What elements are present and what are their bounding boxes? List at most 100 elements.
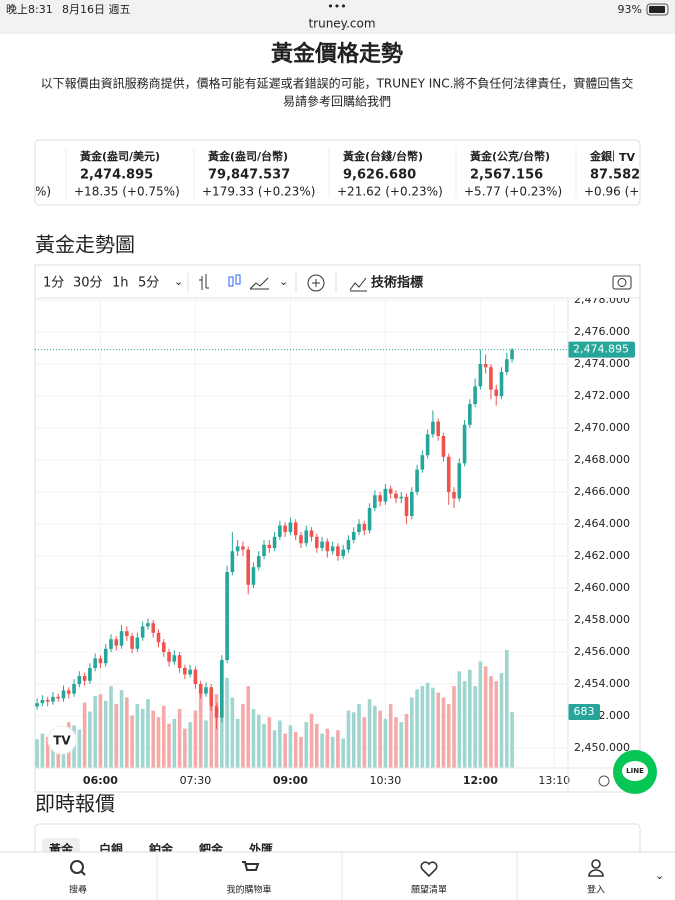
scroll-arrow[interactable]: ⌄	[655, 869, 664, 882]
candle-body	[220, 660, 224, 718]
ticker-name: 黃金(盎司/台幣)	[207, 149, 288, 163]
candle-body	[420, 455, 425, 470]
settings-icon[interactable]	[598, 775, 610, 787]
volume-bar	[204, 720, 208, 768]
y-tick-label: 2,460.000	[574, 581, 630, 594]
bar-icon[interactable]	[199, 274, 209, 290]
interval-button[interactable]: 1分	[43, 276, 64, 291]
candle-body	[309, 530, 314, 537]
volume-bar	[283, 733, 287, 768]
volume-bar	[230, 697, 235, 768]
y-tick-label: 2,478.000	[574, 293, 630, 306]
tv-logo-mark: 𝗧𝗩	[53, 734, 71, 748]
heart-icon[interactable]	[420, 861, 438, 878]
volume-bar	[415, 689, 419, 768]
ticker-name: 黃金(公克/台幣)	[469, 149, 550, 163]
candle-body	[489, 367, 493, 390]
candle-body	[77, 676, 82, 684]
x-tick-label: 13:10	[538, 774, 570, 787]
candle-body	[225, 572, 229, 660]
y-tick-label: 2,450.000	[574, 741, 630, 754]
ticker-price: 9,626.680	[343, 168, 416, 183]
price-axis: 2,450.0002,452.0002,454.0002,456.0002,45…	[574, 293, 630, 754]
candle-body	[40, 700, 45, 704]
tv-badge-mark: 𝗧𝗩	[619, 151, 636, 164]
interval-button[interactable]: 30分	[73, 276, 103, 291]
candle-body	[241, 546, 245, 550]
camera-icon[interactable]	[612, 275, 632, 290]
volume-bar	[256, 714, 261, 768]
volume-bar	[473, 686, 477, 768]
tv-logo[interactable]	[47, 725, 77, 755]
x-tick-label: 07:30	[180, 774, 212, 787]
candle-body	[198, 684, 203, 694]
candle-body	[35, 703, 39, 707]
volume-bar	[225, 677, 229, 768]
volume-bar	[35, 739, 39, 768]
y-tick-label: 2,470.000	[574, 421, 630, 434]
y-tick-label: 2,476.000	[574, 325, 630, 338]
interval-button[interactable]: 5分	[138, 276, 159, 291]
candle-body	[214, 706, 219, 718]
volume-bar	[478, 661, 483, 768]
last-price-tag	[568, 341, 635, 358]
indicator-icon[interactable]	[349, 277, 367, 292]
nav-label[interactable]: 搜尋	[69, 884, 87, 896]
nav-label[interactable]: 願望清單	[411, 884, 447, 896]
volume-bar	[394, 717, 398, 768]
ticker-name: 黃金(盎司/美元)	[79, 149, 160, 163]
y-tick-label: 2,474.000	[574, 357, 630, 370]
volume-bar	[315, 723, 319, 768]
candle-icon[interactable]	[228, 276, 234, 287]
candle-body	[351, 532, 356, 540]
dropdown-arrow[interactable]: ⌄	[174, 275, 183, 288]
candle-body	[415, 469, 419, 492]
candle-body	[431, 421, 435, 435]
volume-bar	[420, 686, 425, 768]
volume-bar	[388, 704, 393, 768]
dropdown-arrow[interactable]: ⌄	[279, 275, 288, 288]
candle-body	[156, 632, 161, 643]
nav-labels: 搜尋 我的購物車 願望清單 登入	[69, 884, 605, 896]
nav-label[interactable]: 我的購物車	[226, 884, 271, 896]
disclaimer: 易請參考回購給我們	[283, 94, 391, 109]
candle-body	[320, 541, 324, 548]
candle-body	[341, 549, 345, 556]
interval-button[interactable]: 1h	[112, 276, 129, 291]
ticker-strip	[34, 139, 641, 206]
candle-body	[288, 522, 293, 532]
candle-body	[468, 404, 472, 425]
ticker-change: +18.35 (+0.75%)	[74, 185, 180, 199]
y-tick-label: 2,468.000	[574, 453, 630, 466]
volume-bar	[246, 686, 250, 768]
volume-bar	[177, 709, 182, 768]
area-icon[interactable]	[249, 277, 269, 290]
ticker-change: +21.62 (+0.23%)	[337, 185, 443, 199]
indicator-button[interactable]: 技術指標	[371, 275, 423, 291]
volume-bar	[383, 718, 388, 768]
volume-bar	[267, 717, 272, 768]
user-icon[interactable]	[591, 859, 601, 869]
candle-body	[483, 364, 488, 368]
volume-bar	[188, 722, 192, 768]
candle-body	[441, 436, 446, 457]
volume-bar	[457, 671, 462, 768]
candle-body	[98, 658, 103, 664]
cart-icon[interactable]	[242, 861, 260, 871]
y-tick-label: 2,466.000	[574, 485, 630, 498]
volume-bar	[156, 717, 161, 768]
volume-bar	[362, 717, 367, 768]
battery-icon	[646, 3, 669, 16]
candle-body	[177, 655, 182, 668]
ticker-price: 87.582	[590, 168, 640, 183]
candle-body	[56, 696, 61, 699]
candle-body	[103, 648, 108, 664]
volume-bar	[330, 736, 335, 768]
nav-label[interactable]: 登入	[587, 885, 605, 896]
candle-body	[278, 525, 282, 537]
plot-area	[35, 298, 568, 768]
candle-body	[373, 495, 377, 508]
volume-bar	[125, 697, 129, 768]
add-icon[interactable]	[307, 274, 325, 292]
search-icon[interactable]	[70, 860, 84, 874]
